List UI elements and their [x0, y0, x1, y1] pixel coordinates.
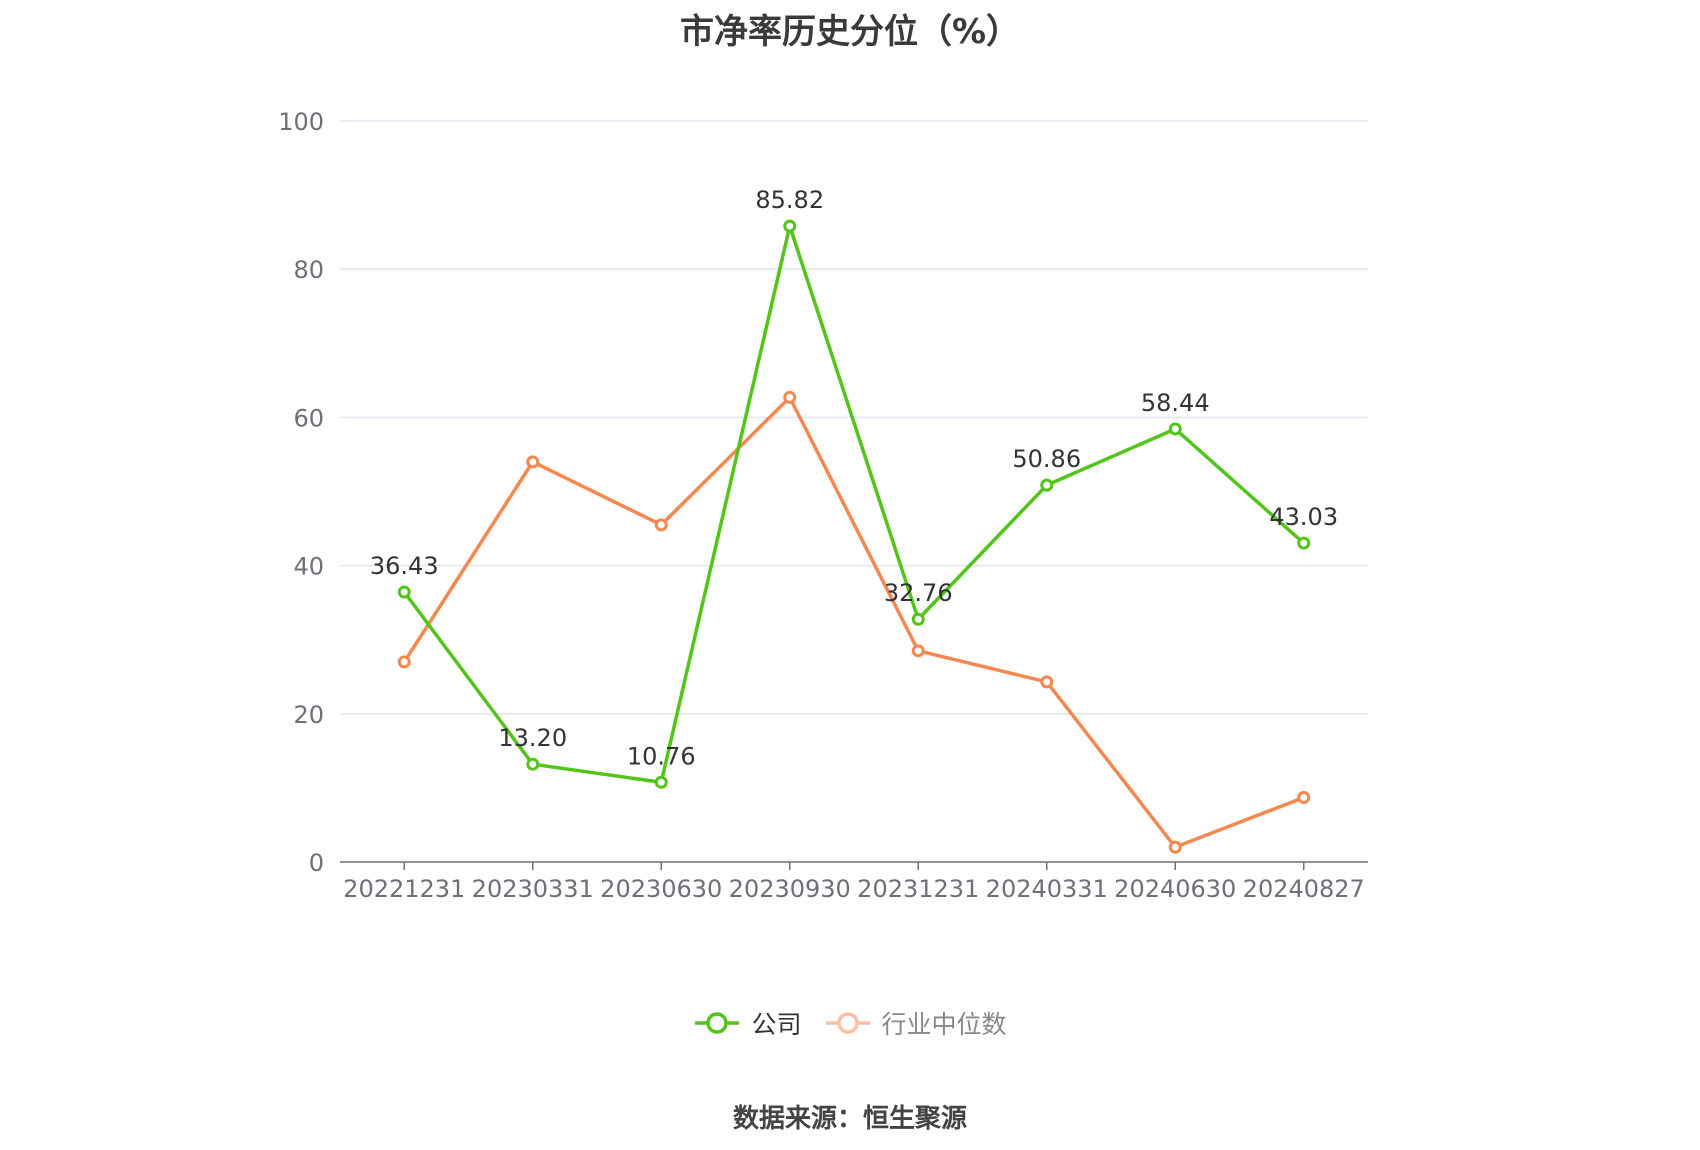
data-labels: 36.43 13.20 10.76 85.82 32.76 50.86 58.44 43.03 — [370, 186, 1338, 770]
series-line-1 — [402, 395, 1305, 849]
legend-item-industry-median[interactable]: 行业中位数 — [824, 1005, 1007, 1041]
series-1-point-1 — [526, 455, 540, 469]
series-1-point-2 — [654, 518, 668, 532]
x-tick-label-1: 20230331 — [472, 875, 594, 903]
x-tick-label-6: 20240630 — [1114, 875, 1236, 903]
y-tick-label-20: 20 — [293, 701, 324, 729]
x-tick-label-2: 20230630 — [600, 875, 722, 903]
x-tick-label-5: 20240331 — [986, 875, 1108, 903]
data-label-5: 50.86 — [1012, 445, 1081, 473]
series-1-point-4 — [911, 644, 925, 658]
series-0-point-1 — [526, 757, 540, 771]
data-label-3: 85.82 — [755, 186, 824, 214]
data-label-7: 43.03 — [1269, 503, 1338, 531]
legend-label-company: 公司 — [751, 1010, 802, 1039]
series-1-point-6 — [1168, 840, 1182, 854]
series-0-point-5 — [1040, 478, 1054, 492]
x-tick-label-7: 20240827 — [1243, 875, 1365, 903]
series-1-point-7 — [1297, 791, 1311, 805]
y-tick-label-100: 100 — [278, 108, 324, 136]
legend: 公司 行业中位数 — [0, 1005, 1700, 1041]
legend-marker-industry-median — [825, 1012, 870, 1034]
legend-marker-company — [695, 1012, 740, 1034]
series-lines — [397, 219, 1311, 854]
series-0-point-0 — [397, 585, 411, 599]
series-0-point-4 — [911, 612, 925, 626]
series-line-0 — [402, 224, 1305, 785]
series-1-point-0 — [397, 655, 411, 669]
series-0-point-6 — [1168, 422, 1182, 436]
x-tick-label-4: 20231231 — [857, 875, 979, 903]
x-tick-label-3: 20230930 — [729, 875, 851, 903]
series-0-point-3 — [783, 219, 797, 233]
data-label-2: 10.76 — [627, 742, 696, 770]
y-tick-label-60: 60 — [293, 404, 324, 432]
legend-item-company[interactable]: 公司 — [693, 1005, 802, 1041]
series-0-point-2 — [654, 775, 668, 789]
series-1-point-3 — [783, 390, 797, 404]
data-label-4: 32.76 — [884, 579, 953, 607]
data-label-6: 58.44 — [1141, 389, 1210, 417]
y-tick-label-0: 0 — [309, 849, 324, 877]
series-1-point-5 — [1040, 675, 1054, 689]
x-tick-label-0: 20221231 — [343, 875, 465, 903]
data-source: 数据来源：恒生聚源 — [732, 1104, 967, 1134]
data-label-1: 13.20 — [498, 724, 567, 752]
chart-title: 市净率历史分位（%） — [679, 12, 1021, 52]
data-label-0: 36.43 — [370, 552, 439, 580]
series-0-point-7 — [1297, 536, 1311, 550]
y-tick-label-80: 80 — [293, 256, 324, 284]
y-tick-label-40: 40 — [293, 553, 324, 581]
legend-label-industry-median: 行业中位数 — [881, 1010, 1007, 1039]
